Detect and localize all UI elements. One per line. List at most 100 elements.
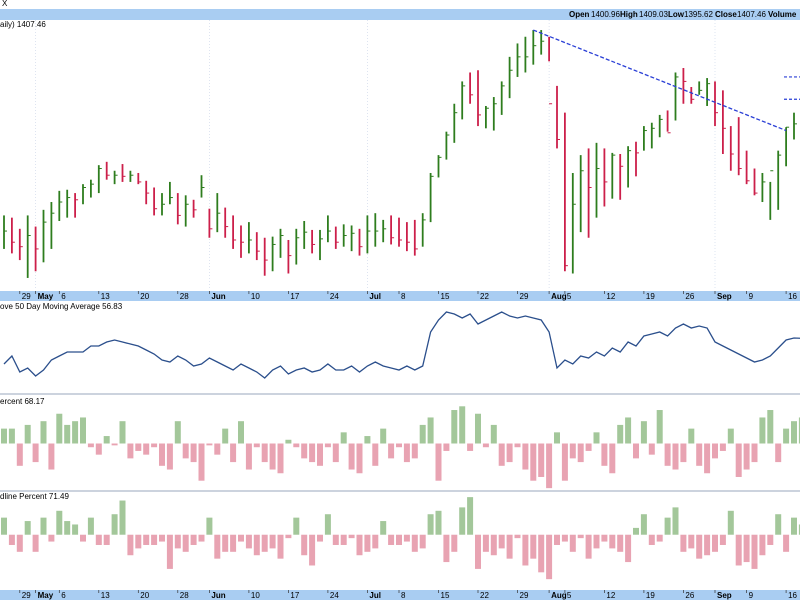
open-value: 1400.96 [591, 10, 620, 19]
decline-bar-negative [301, 534, 308, 556]
decline-bar-negative [238, 534, 244, 542]
decline-bar-positive [40, 517, 47, 535]
decline-bar-negative [16, 534, 23, 552]
ma-panel-label: ove 50 Day Moving Average 56.83 [0, 302, 123, 311]
decline-bar-negative [80, 534, 86, 542]
advance-bar-negative [87, 443, 94, 448]
close-label: Close [715, 10, 737, 19]
advance-bar-positive [475, 413, 481, 444]
decline-bar-negative [214, 534, 221, 559]
advance-bar-negative [712, 443, 718, 459]
decline-bar-negative [222, 534, 229, 552]
open-label: Open [569, 10, 590, 19]
advance-bar-negative [601, 443, 608, 466]
decline-bar-negative [609, 534, 616, 549]
decline-bar-positive [293, 517, 300, 535]
axis-tick-label: 9 [749, 292, 754, 301]
axis-tick-label: 29 [520, 292, 529, 301]
advance-bar-positive [427, 417, 434, 444]
decline-bar-negative [372, 534, 379, 549]
axis-tick-label: Aug [551, 292, 567, 301]
axis-tick-label: 22 [480, 591, 489, 600]
advance-bar-negative [253, 443, 260, 448]
trendline [533, 29, 787, 132]
decline-bar-negative [182, 534, 189, 552]
decline-bar-negative [348, 534, 355, 539]
axis-tick-label: Jun [211, 292, 225, 301]
axis-tick-label: May [38, 591, 54, 600]
advance-bar-negative [309, 443, 316, 463]
decline-bar-negative [719, 534, 726, 545]
high-label: High [620, 10, 638, 19]
ma-series-line [3, 311, 800, 379]
close-value: 1407.46 [737, 10, 766, 19]
advance-bar-negative [719, 443, 726, 451]
axis-tick-label: 13 [101, 591, 110, 600]
decline-bar-negative [688, 534, 695, 549]
decline-bar-negative [593, 534, 600, 549]
advance-bar-negative [182, 443, 189, 459]
advance-bar-positive [459, 406, 466, 444]
advance-bar-positive [380, 428, 387, 444]
decline-bar-positive [664, 517, 671, 535]
axis-tick-label: 16 [788, 591, 797, 600]
moving-average-line [3, 311, 800, 379]
decline-bar-negative [680, 534, 687, 552]
decline-bar-negative [522, 534, 529, 566]
decline-bar-positive [459, 507, 466, 535]
advance-bar-positive [727, 428, 734, 444]
axis-tick-label: 10 [251, 292, 260, 301]
decline-bar-negative [554, 534, 560, 545]
decline-bar-negative [285, 534, 292, 539]
advance-bar-positive [222, 428, 229, 444]
advance-bar-negative [443, 443, 450, 451]
decline-bar-negative [451, 534, 458, 552]
axis-tick-label: 26 [685, 591, 694, 600]
decline-bar-negative [261, 534, 268, 552]
advance-bar-negative [261, 443, 268, 463]
advance-bar-negative [277, 443, 284, 474]
price-bars [3, 29, 800, 278]
axis-tick-label: Jul [369, 591, 381, 600]
advance-bar-positive [1, 428, 7, 444]
decline-bar-negative [151, 534, 158, 545]
decline-bar-negative [498, 534, 505, 549]
decline-bar-negative [759, 534, 766, 556]
advance-bar-positive [419, 424, 426, 444]
advance-bar-negative [151, 443, 158, 448]
decline-bar-negative [166, 534, 173, 569]
advance-bar-negative [159, 443, 165, 466]
axis-tick-label: 20 [140, 292, 149, 301]
axis-tick-label: 12 [606, 591, 615, 600]
advance-bar-positive [617, 424, 624, 444]
advance-bar-positive [656, 410, 663, 444]
advance-bar-negative [403, 443, 410, 463]
advance-bar-negative [522, 443, 529, 470]
decline-bar-negative [135, 534, 142, 549]
decline-bar-negative [490, 534, 497, 556]
advance-bar-negative [585, 443, 592, 451]
axis-tick-label: 24 [330, 591, 339, 600]
axis-tick-label: 15 [441, 591, 450, 600]
advance-bar-negative [482, 443, 489, 448]
decline-bar-negative [656, 534, 663, 542]
axis-tick-label: Jul [369, 292, 381, 301]
axis-tick-label: 24 [330, 292, 339, 301]
advance-bar-positive [340, 432, 347, 444]
advance-bar-positive [119, 421, 126, 444]
decline-bar-positive [72, 524, 79, 535]
advance-bar-negative [206, 443, 213, 446]
advance-bar-positive [238, 421, 244, 444]
decline-bar-negative [48, 534, 55, 542]
axis-tick-label: 6 [61, 591, 66, 600]
decline-bar-positive [380, 521, 387, 535]
decline-bar-negative [546, 534, 553, 580]
decline-bar-positive [427, 514, 434, 535]
advance-bar-positive [364, 436, 371, 444]
decline-bar-positive [64, 521, 71, 535]
advance-bar-negative [506, 443, 513, 463]
advance-bar-positive [767, 410, 774, 444]
decline-bar-negative [530, 534, 537, 559]
price-date-axis [0, 291, 800, 301]
